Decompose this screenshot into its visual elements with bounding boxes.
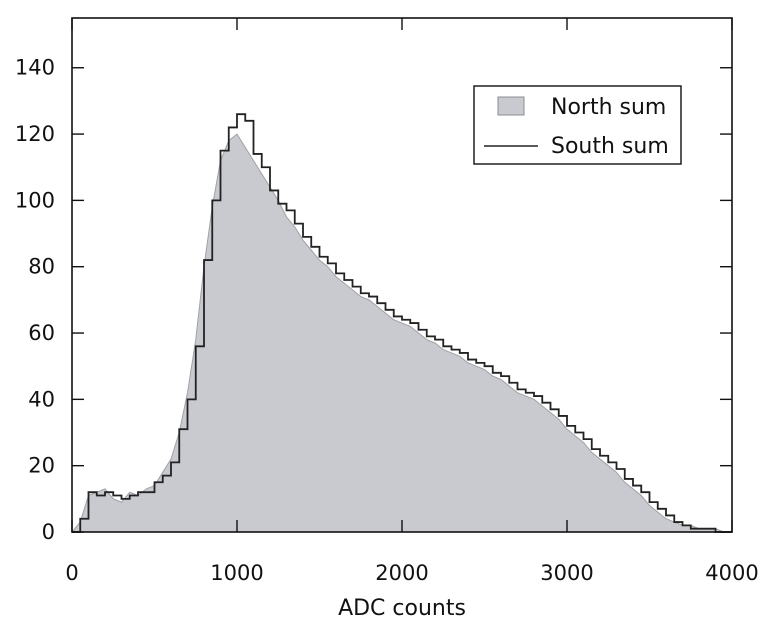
legend-swatch-north (497, 96, 525, 116)
y-tick-label: 80 (28, 255, 55, 279)
x-tick-label: 4000 (705, 561, 758, 585)
y-tick-label: 120 (15, 122, 55, 146)
legend: North sum South sum (473, 85, 682, 165)
axis-ticks (71, 18, 733, 533)
legend-label-south: South sum (551, 134, 669, 159)
legend-label-north: North sum (551, 95, 666, 120)
x-tick-label: 2000 (375, 561, 428, 585)
y-tick-label: 60 (28, 321, 55, 345)
y-tick-label: 140 (15, 56, 55, 80)
tick-labels: 0 1000 2000 3000 4000 0 20 40 60 80 100 120 140 (15, 56, 759, 585)
y-tick-label: 100 (15, 188, 55, 212)
series-north-sum-area (70, 133, 732, 533)
y-tick-label: 0 (42, 520, 55, 544)
y-tick-label: 40 (28, 387, 55, 411)
x-axis-title: ADC counts (338, 596, 466, 621)
x-tick-label: 0 (65, 561, 78, 585)
plot-area (70, 113, 732, 533)
x-tick-label: 1000 (210, 561, 263, 585)
y-tick-label: 20 (28, 454, 55, 478)
series-south-sum-line (72, 113, 732, 533)
x-tick-label: 3000 (540, 561, 593, 585)
